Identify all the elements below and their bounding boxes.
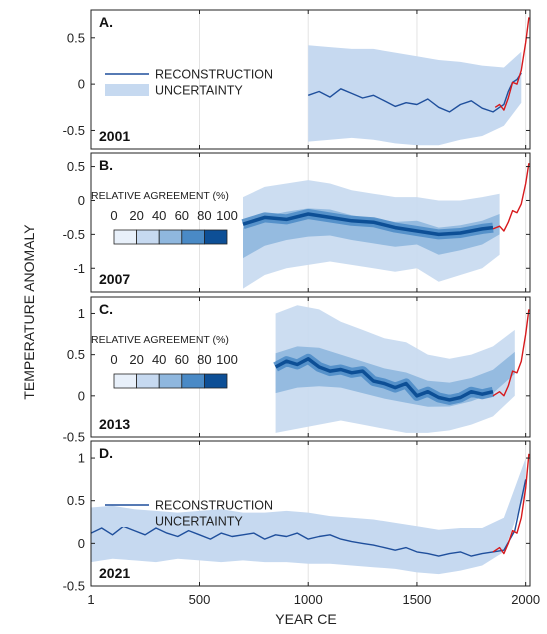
reconstruction-line	[91, 479, 527, 557]
y-tick-label: 0	[78, 77, 85, 92]
legend-band-label: UNCERTAINTY	[155, 84, 243, 98]
instrumental-line	[492, 309, 530, 397]
agreement-core	[242, 212, 494, 237]
legend-line-label: RECONSTRUCTION	[155, 499, 273, 513]
agreement-legend-tick: 20	[129, 208, 143, 223]
panel-year-label: 2013	[99, 416, 130, 432]
agreement-legend-bin	[158, 373, 183, 389]
x-tick-label: 1000	[294, 592, 323, 607]
legend-band-swatch	[105, 515, 149, 527]
x-tick-label: 1	[87, 592, 94, 607]
panel-year-label: 2021	[99, 565, 130, 581]
y-tick-label: -1	[73, 261, 85, 276]
panel-frame	[90, 9, 531, 150]
agreement-band-mid	[275, 346, 515, 407]
agreement-legend-bin	[181, 373, 205, 389]
instrumental-line	[492, 163, 530, 232]
panel-label: C.	[99, 301, 113, 317]
y-axis-title: TEMPERATURE ANOMALY	[21, 224, 37, 400]
uncertainty-band	[91, 458, 526, 575]
panel-year-label: 2007	[99, 271, 130, 287]
agreement-legend-tick: 100	[216, 352, 238, 367]
x-tick-label: 500	[189, 592, 211, 607]
panel-label: B.	[99, 157, 113, 173]
panel-label: D.	[99, 445, 113, 461]
panel-label: A.	[99, 14, 113, 30]
y-tick-label: 0	[78, 536, 85, 551]
agreement-legend-tick: 40	[152, 352, 166, 367]
agreement-legend-tick: 100	[216, 208, 238, 223]
legend-band-swatch	[105, 84, 149, 96]
agreement-legend-title: RELATIVE AGREEMENT (%)	[91, 334, 229, 346]
x-tick-label: 2000	[511, 592, 540, 607]
plot-area	[91, 10, 530, 149]
agreement-legend-title: RELATIVE AGREEMENT (%)	[91, 190, 229, 202]
y-tick-label: 0.5	[67, 493, 85, 508]
y-tick-label: 0	[78, 193, 85, 208]
agreement-legend-bin	[113, 229, 138, 245]
y-tick-label: 0.5	[67, 30, 85, 45]
y-tick-label: -0.5	[63, 579, 85, 594]
agreement-legend-tick: 0	[110, 352, 117, 367]
panel-2001: -0.5 0 0.5 A. 2001 RECONSTRUCTION UNCERTAINTY	[63, 9, 531, 150]
panel-year-label: 2001	[99, 128, 130, 144]
agreement-legend-tick: 80	[197, 208, 211, 223]
agreement-legend-bin	[203, 229, 228, 245]
y-tick-label: 1	[78, 451, 85, 466]
instrumental-line	[492, 453, 530, 555]
x-tick-label: 1500	[402, 592, 431, 607]
x-axis-title: YEAR CE	[275, 611, 336, 627]
agreement-legend-bin	[113, 373, 138, 389]
agreement-core	[274, 357, 494, 402]
agreement-band-mid	[243, 208, 500, 259]
y-tick-label: -0.5	[63, 227, 85, 242]
plot-area	[91, 441, 530, 586]
instrumental-line	[494, 17, 530, 111]
panel-frame	[90, 152, 531, 293]
y-tick-label: 0.5	[67, 347, 85, 362]
agreement-legend-bin	[158, 229, 183, 245]
agreement-legend-bin	[181, 229, 205, 245]
agreement-legend-tick: 80	[197, 352, 211, 367]
legend-line-label: RECONSTRUCTION	[155, 68, 273, 82]
y-tick-label: -0.5	[63, 123, 85, 138]
agreement-legend-bin	[203, 373, 228, 389]
uncertainty-band	[308, 45, 522, 146]
agreement-legend-bin	[136, 373, 160, 389]
plot-area	[91, 297, 530, 437]
panel-2021: -0.5 0 0.5 1 D. 2021 RECONSTRUCTION UNCERTAINTY	[63, 440, 531, 594]
agreement-legend-tick: 40	[152, 208, 166, 223]
agreement-legend-tick: 60	[175, 352, 189, 367]
agreement-legend-bin	[136, 229, 160, 245]
panel-2013: -0.5 0 0.5 1 C. 2013 RELATIVE AGREEMENT (%) 0 20…	[63, 296, 531, 445]
panel-frame	[90, 296, 531, 438]
agreement-legend-tick: 0	[110, 208, 117, 223]
panel-frame	[90, 440, 531, 587]
y-tick-label: 0	[78, 388, 85, 403]
agreement-legend-tick: 20	[129, 352, 143, 367]
agreement-legend-tick: 60	[175, 208, 189, 223]
y-tick-label: -0.5	[63, 430, 85, 445]
legend-band-label: UNCERTAINTY	[155, 515, 243, 529]
plot-area	[91, 153, 530, 292]
reconstruction-line	[307, 72, 522, 113]
y-tick-label: 1	[78, 306, 85, 321]
panels: -0.500.5A.2001RECONSTRUCTIONUNCERTAINTY-…	[63, 9, 540, 607]
y-tick-label: 0.5	[67, 159, 85, 174]
